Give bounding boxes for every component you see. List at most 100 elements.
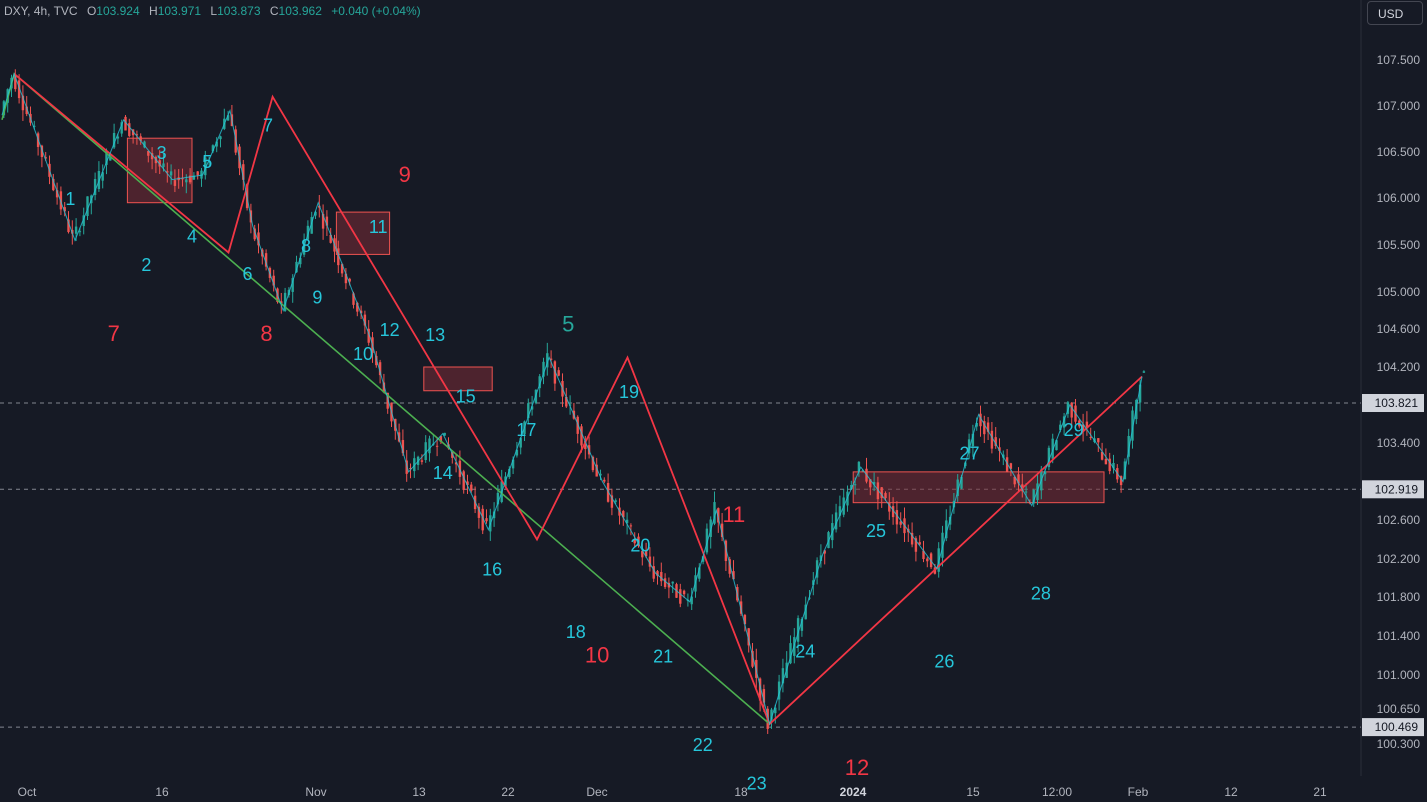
candle-body[interactable] (109, 155, 112, 161)
candle-body[interactable] (633, 539, 636, 544)
candle-body[interactable] (724, 540, 728, 562)
candle-body[interactable] (850, 484, 853, 489)
wave-label[interactable]: 6 (242, 264, 252, 284)
wave-label[interactable]: 9 (399, 162, 411, 187)
candle-body[interactable] (291, 278, 294, 292)
candle-body[interactable] (63, 207, 66, 212)
candle-body[interactable] (196, 171, 199, 176)
candle-body[interactable] (143, 141, 146, 148)
wave-label[interactable]: 14 (433, 463, 453, 483)
candle-body[interactable] (52, 178, 55, 191)
candle-body[interactable] (451, 452, 454, 458)
candle-body[interactable] (762, 689, 766, 703)
candle-body[interactable] (606, 483, 610, 502)
candle-body[interactable] (67, 219, 70, 233)
wave-label[interactable]: 12 (380, 320, 400, 340)
candle-body[interactable] (637, 536, 640, 546)
candle-body[interactable] (158, 160, 161, 167)
wave-label[interactable]: 9 (312, 288, 322, 308)
wave-label[interactable]: 17 (516, 420, 536, 440)
candle-body[interactable] (375, 355, 378, 366)
candle-body[interactable] (542, 361, 545, 377)
candle-body[interactable] (135, 134, 139, 136)
candle-body[interactable] (181, 178, 184, 180)
candle-body[interactable] (435, 445, 439, 447)
candle-body[interactable] (823, 550, 826, 554)
candle-body[interactable] (359, 310, 363, 314)
wave-label[interactable]: 2 (141, 255, 151, 275)
wave-label[interactable]: 7 (108, 321, 120, 346)
candle-body[interactable] (204, 157, 207, 176)
candle-body[interactable] (872, 481, 876, 485)
candle-body[interactable] (812, 580, 815, 585)
candle-body[interactable] (1047, 447, 1051, 468)
candle-body[interactable] (1119, 476, 1123, 486)
candle-body[interactable] (549, 358, 553, 360)
candle-body[interactable] (405, 460, 408, 474)
candle-body[interactable] (162, 163, 165, 167)
candle-body[interactable] (663, 578, 667, 587)
candle-body[interactable] (352, 293, 355, 305)
candle-body[interactable] (1127, 436, 1130, 457)
candle-body[interactable] (610, 495, 614, 508)
supply-zone-box[interactable] (423, 366, 493, 392)
candle-body[interactable] (139, 136, 142, 141)
candle-body[interactable] (758, 678, 762, 701)
candle-body[interactable] (496, 492, 500, 505)
candle-body[interactable] (44, 157, 47, 159)
candle-body[interactable] (1112, 462, 1115, 469)
candle-body[interactable] (717, 508, 720, 523)
candle-body[interactable] (378, 362, 382, 376)
candle-body[interactable] (1089, 437, 1092, 439)
candle-body[interactable] (466, 481, 469, 486)
candle-body[interactable] (192, 175, 196, 180)
candle-body[interactable] (732, 571, 735, 580)
candle-body[interactable] (895, 510, 899, 525)
candle-body[interactable] (941, 532, 944, 558)
candle-body[interactable] (967, 439, 971, 454)
candle-body[interactable] (420, 460, 424, 462)
candle-body[interactable] (116, 136, 120, 139)
candle-body[interactable] (880, 487, 883, 499)
candle-body[interactable] (242, 164, 245, 180)
candle-body[interactable] (82, 215, 85, 227)
cyan-wave[interactable] (1, 72, 1143, 726)
candle-body[interactable] (629, 525, 633, 527)
candle-body[interactable] (979, 413, 982, 427)
candle-body[interactable] (770, 709, 773, 720)
candle-body[interactable] (705, 528, 709, 553)
candle-body[interactable] (310, 217, 313, 234)
candle-body[interactable] (747, 628, 750, 646)
candle-body[interactable] (1005, 457, 1009, 473)
candle-body[interactable] (299, 257, 302, 265)
candle-body[interactable] (789, 643, 792, 664)
candle-body[interactable] (994, 437, 997, 446)
candle-body[interactable] (481, 508, 484, 531)
candle-body[interactable] (169, 171, 173, 176)
candle-body[interactable] (576, 416, 579, 434)
candle-body[interactable] (990, 430, 994, 449)
candle-body[interactable] (774, 707, 777, 714)
candle-body[interactable] (1078, 420, 1081, 427)
candle-body[interactable] (485, 518, 488, 522)
candle-body[interactable] (1055, 440, 1058, 451)
candle-body[interactable] (565, 397, 568, 407)
candle-body[interactable] (1097, 438, 1100, 443)
candle-body[interactable] (112, 133, 116, 148)
candle-body[interactable] (853, 484, 857, 486)
candle-body[interactable] (314, 211, 317, 216)
candle-body[interactable] (17, 80, 21, 99)
candle-body[interactable] (477, 506, 481, 518)
candle-body[interactable] (124, 116, 127, 131)
candle-body[interactable] (439, 436, 443, 442)
candle-body[interactable] (219, 136, 222, 140)
wave-label[interactable]: 11 (369, 217, 388, 237)
candle-body[interactable] (470, 484, 473, 491)
candle-body[interactable] (337, 248, 340, 266)
candle-body[interactable] (321, 213, 325, 229)
candle-body[interactable] (101, 172, 104, 181)
candle-body[interactable] (508, 468, 511, 477)
candle-body[interactable] (800, 618, 804, 631)
